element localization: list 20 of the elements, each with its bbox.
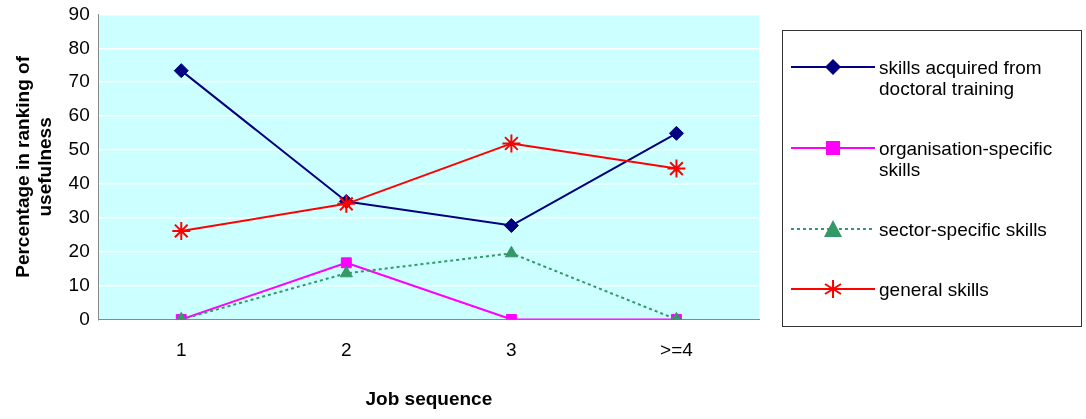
legend-label: general skills (879, 279, 990, 301)
y-tick-label: 30 (68, 205, 90, 227)
legend-label: sector-specific skills (879, 219, 1048, 241)
x-tick-label: 1 (175, 339, 187, 361)
y-tick-label: 50 (68, 138, 90, 160)
y-tick-label: 40 (68, 172, 90, 194)
y-tick-label: 0 (79, 307, 90, 329)
y-axis-title: Percentage in ranking of usefulness (11, 55, 56, 278)
y-tick-label: 60 (68, 104, 90, 126)
y-tick-label: 90 (68, 2, 90, 24)
x-axis-title: Job sequence (365, 387, 493, 409)
y-tick-label: 20 (68, 239, 90, 261)
legend-label: skills acquired from doctoral training (879, 56, 1043, 99)
y-tick-label: 80 (68, 36, 90, 58)
y-tick-label: 70 (68, 70, 90, 92)
x-tick-label: 2 (341, 339, 352, 361)
legend-label: organisation-specific skills (879, 137, 1054, 180)
x-tick-label: 3 (506, 339, 517, 361)
y-tick-label: 10 (68, 273, 90, 295)
x-tick-label: >=4 (660, 339, 694, 361)
